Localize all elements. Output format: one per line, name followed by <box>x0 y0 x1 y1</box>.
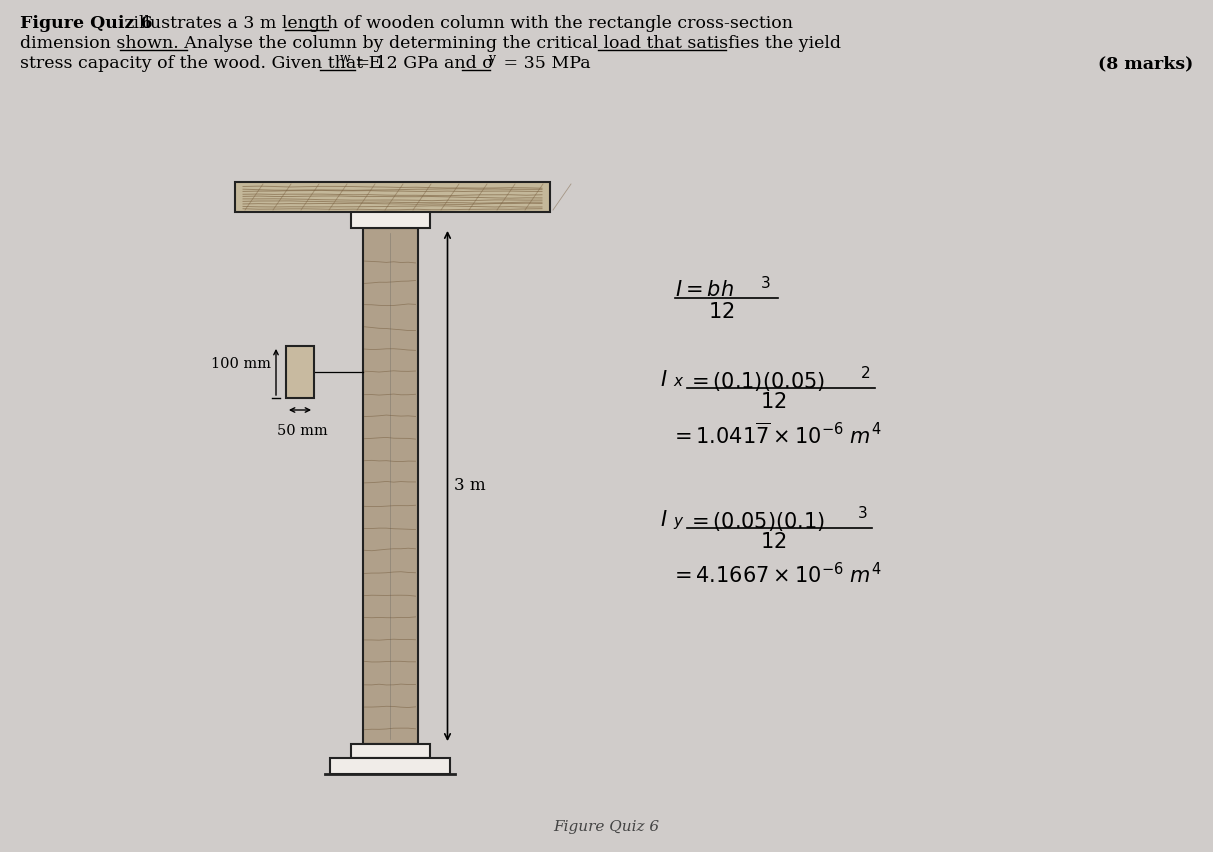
Text: y: y <box>488 52 495 65</box>
Bar <box>351 212 429 228</box>
Text: $\mathit{12}$: $\mathit{12}$ <box>761 392 786 412</box>
Bar <box>363 228 417 744</box>
Text: $\mathit{= (0.05)(0.1)}$: $\mathit{= (0.05)(0.1)}$ <box>687 510 825 533</box>
Text: w: w <box>340 52 351 65</box>
Bar <box>235 182 549 212</box>
Text: $\mathit{x}$: $\mathit{x}$ <box>673 375 684 389</box>
Text: $\mathit{I}$: $\mathit{I}$ <box>660 510 667 530</box>
Text: $\mathit{12}$: $\mathit{12}$ <box>708 302 734 322</box>
Text: (8 marks): (8 marks) <box>1098 55 1194 72</box>
Text: Figure Quiz 6: Figure Quiz 6 <box>553 820 659 834</box>
Text: $\mathit{2}$: $\mathit{2}$ <box>860 365 870 381</box>
Text: $\mathit{I = bh}$: $\mathit{I = bh}$ <box>674 280 734 300</box>
Text: stress capacity of the wood. Given that E: stress capacity of the wood. Given that … <box>19 55 381 72</box>
Text: = 35 MPa: = 35 MPa <box>499 55 591 72</box>
Text: 3 m: 3 m <box>455 477 486 494</box>
Text: $\mathit{3}$: $\mathit{3}$ <box>858 505 867 521</box>
Text: dimension shown. Analyse the column by determining the critical load that satisf: dimension shown. Analyse the column by d… <box>19 35 841 52</box>
Text: illustrates a 3 m length of wooden column with the rectangle cross-section: illustrates a 3 m length of wooden colum… <box>129 15 793 32</box>
Bar <box>286 346 314 398</box>
Text: Figure Quiz 6: Figure Quiz 6 <box>19 15 153 32</box>
Text: $\mathit{= 4.1667 \times 10^{-6}\ m^4}$: $\mathit{= 4.1667 \times 10^{-6}\ m^4}$ <box>670 562 882 587</box>
Text: $\mathit{12}$: $\mathit{12}$ <box>761 532 786 552</box>
Bar <box>351 744 429 758</box>
Text: $\mathit{I}$: $\mathit{I}$ <box>660 370 667 390</box>
Bar <box>330 758 450 774</box>
Text: 100 mm: 100 mm <box>211 357 270 371</box>
Text: $\mathit{3}$: $\mathit{3}$ <box>761 275 770 291</box>
Text: 50 mm: 50 mm <box>277 424 328 438</box>
Text: = 12 GPa and σ: = 12 GPa and σ <box>351 55 494 72</box>
Text: $\mathit{= (0.1)(0.05)}$: $\mathit{= (0.1)(0.05)}$ <box>687 370 825 393</box>
Text: $\mathit{= 1.041\overline{7} \times 10^{-6}\ m^4}$: $\mathit{= 1.041\overline{7} \times 10^{… <box>670 422 882 447</box>
Text: $\mathit{y}$: $\mathit{y}$ <box>673 515 684 531</box>
